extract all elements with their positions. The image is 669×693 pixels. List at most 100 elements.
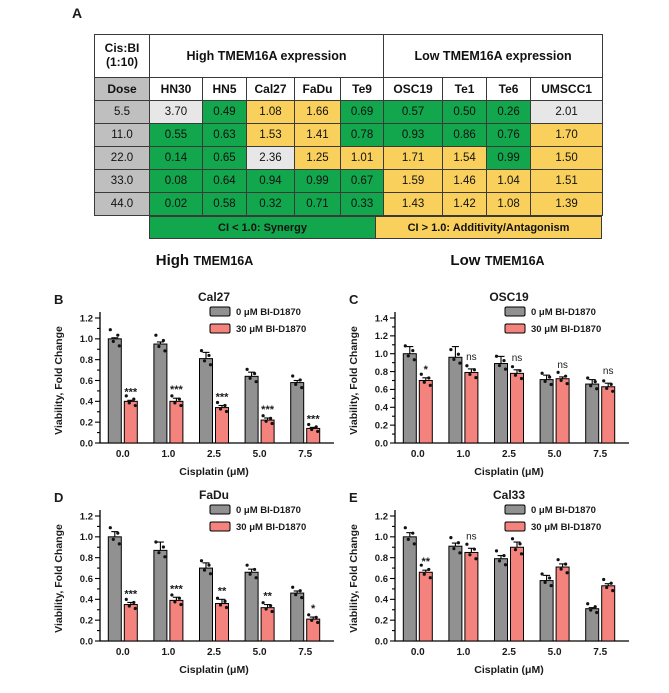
data-point <box>248 572 252 576</box>
data-point <box>428 383 432 387</box>
data-point <box>474 557 478 561</box>
data-point <box>269 416 273 420</box>
bar <box>418 380 433 444</box>
data-point <box>261 601 265 605</box>
dose-cell: 33.0 <box>94 169 150 193</box>
ci-value-cell: 0.94 <box>246 169 295 193</box>
data-point <box>412 542 416 546</box>
y-tick-label: 0.0 <box>375 438 388 449</box>
panel-letter: C <box>349 292 359 307</box>
data-point <box>270 421 274 426</box>
bar <box>123 604 138 642</box>
y-axis-title: Viability, Fold Change <box>53 524 65 633</box>
data-point <box>133 606 137 611</box>
y-tick-label: 1.4 <box>375 313 389 324</box>
data-point <box>298 589 302 593</box>
data-point <box>253 371 257 376</box>
y-tick-label: 1.0 <box>375 349 388 360</box>
significance-label: *** <box>170 384 184 396</box>
data-point <box>422 572 426 576</box>
ci-value-cell: 2.01 <box>530 100 604 124</box>
data-point <box>543 379 547 383</box>
data-point <box>108 526 112 530</box>
ci-value-cell: 3.70 <box>149 100 203 124</box>
ci-value-cell: 1.50 <box>530 146 604 170</box>
data-point <box>177 596 181 600</box>
ci-value-cell: 0.93 <box>383 123 444 147</box>
y-tick-label: 0.6 <box>80 376 93 387</box>
panel-b-bar-chart: B Cal27 0 μM BI-D1870 30 μM BI-D1870 0.0 0.2 0… <box>53 290 334 478</box>
ci-value-cell: 0.65 <box>202 146 247 170</box>
panel-e-bar-chart: E Cal33 0 μM BI-D1870 30 μM BI-D1870 0.0 0.2 0… <box>348 488 629 676</box>
significance-label: ns <box>512 353 523 364</box>
bar <box>555 566 570 642</box>
data-point <box>510 365 515 369</box>
data-point <box>406 537 410 541</box>
data-point <box>316 429 320 434</box>
panel-a-label: A <box>72 5 83 21</box>
table-row: 33.0 0.08 0.64 0.94 0.99 0.67 1.59 1.46 1.04 1.51 <box>94 169 604 193</box>
data-point <box>456 352 460 356</box>
y-tick-label: 0.8 <box>80 355 93 366</box>
bar <box>107 536 122 642</box>
ci-value-cell: 0.76 <box>486 123 532 147</box>
data-point <box>609 382 613 386</box>
data-point <box>300 595 304 600</box>
ci-value-cell: 0.08 <box>149 169 203 193</box>
data-point <box>254 380 258 384</box>
data-point <box>543 580 547 585</box>
bar <box>464 551 479 642</box>
data-point <box>264 419 268 423</box>
y-tick-label: 0.0 <box>80 636 93 647</box>
ci-value-cell: 1.25 <box>294 146 341 170</box>
ci-value-cell: 1.71 <box>383 146 444 170</box>
data-point <box>595 387 599 391</box>
data-point <box>605 585 609 590</box>
y-tick-label: 0.6 <box>375 385 388 396</box>
data-point <box>458 551 462 555</box>
ci-value-cell: 1.70 <box>530 123 604 147</box>
x-tick-label: 1.0 <box>161 449 175 460</box>
bar <box>555 378 570 444</box>
section-high-gene: TMEM16A <box>193 254 254 268</box>
bar <box>418 571 433 642</box>
bar <box>585 383 600 444</box>
ci-value-cell: 2.36 <box>246 146 295 170</box>
dose-column-header: Dose <box>94 77 150 101</box>
data-point <box>218 407 223 411</box>
legend-swatch <box>209 504 231 515</box>
bar <box>601 585 616 642</box>
data-point <box>202 568 207 572</box>
legend-swatch <box>504 323 526 334</box>
data-point <box>472 368 476 372</box>
bar <box>199 358 213 444</box>
data-point <box>215 596 220 600</box>
legend-swatch <box>504 504 526 515</box>
legend-label: 0 μM BI-D1870 <box>236 307 301 318</box>
data-point <box>261 414 265 418</box>
section-title-low: Low TMEM16A <box>355 252 640 270</box>
data-point <box>472 547 476 551</box>
ci-value-cell: 0.14 <box>149 146 203 170</box>
y-tick-label: 0.2 <box>375 420 388 431</box>
ci-value-cell: 0.67 <box>339 169 385 193</box>
y-tick-label: 0.2 <box>80 615 93 626</box>
ci-value-cell: 1.01 <box>339 146 385 170</box>
bar <box>402 353 417 444</box>
ci-value-cell: 0.57 <box>383 100 444 124</box>
y-tick-label: 1.2 <box>80 313 93 324</box>
dose-cell: 44.0 <box>94 192 150 216</box>
data-point <box>411 531 415 535</box>
bar <box>464 371 479 444</box>
section-low-prefix: Low <box>450 252 481 269</box>
data-point <box>565 571 569 575</box>
panel-b-chart: B Cal27 0 μM BI-D1870 30 μM BI-D1870 0.0 0.2 0… <box>50 286 350 486</box>
y-tick-label: 0.6 <box>375 574 388 585</box>
bar <box>244 375 259 444</box>
dose-cell: 11.0 <box>94 123 150 147</box>
data-point <box>556 370 560 374</box>
data-point <box>593 605 597 609</box>
data-point <box>161 545 165 549</box>
ci-value-cell: 0.50 <box>442 100 488 124</box>
